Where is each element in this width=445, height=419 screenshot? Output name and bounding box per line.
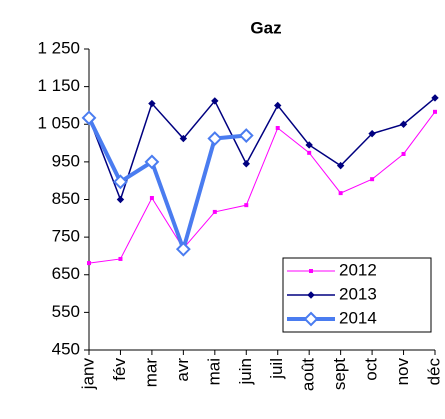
x-tick-label: juil — [267, 358, 286, 380]
x-tick-label: fév — [110, 358, 129, 381]
marker — [368, 129, 376, 138]
chart-title: Gaz — [250, 18, 281, 37]
series — [81, 110, 254, 257]
legend-label: 2014 — [339, 308, 377, 327]
series — [87, 109, 437, 266]
marker — [370, 177, 375, 182]
marker — [303, 311, 319, 327]
marker — [113, 174, 128, 190]
marker — [242, 160, 250, 168]
legend-label: 2013 — [339, 284, 377, 303]
y-tick-label: 950 — [52, 151, 80, 170]
marker — [274, 101, 282, 110]
x-tick-label: sept — [330, 358, 349, 390]
marker — [338, 191, 343, 196]
x-tick-label: juin — [236, 358, 255, 385]
y-tick-label: 550 — [52, 302, 80, 321]
marker — [116, 195, 125, 204]
marker — [211, 97, 219, 105]
x-tick-label: déc — [424, 358, 443, 386]
x-tick-label: oct — [362, 358, 381, 381]
marker — [149, 195, 154, 200]
series-line — [88, 111, 436, 264]
x-tick-label: mar — [141, 358, 160, 388]
marker — [87, 261, 91, 266]
legend-label: 2012 — [339, 260, 377, 279]
marker — [336, 161, 345, 170]
marker — [244, 203, 249, 208]
marker — [275, 126, 280, 131]
marker — [118, 256, 123, 261]
marker — [81, 110, 97, 126]
series-line — [88, 97, 436, 202]
marker — [433, 109, 437, 114]
marker — [399, 120, 408, 128]
y-tick-label: 1 250 — [37, 38, 80, 57]
marker — [401, 151, 406, 156]
marker — [144, 154, 160, 170]
marker — [431, 94, 439, 102]
marker — [175, 241, 191, 257]
marker — [309, 269, 313, 273]
marker — [307, 150, 312, 155]
x-tick-label: avr — [173, 358, 192, 382]
marker — [212, 209, 217, 214]
marker — [305, 141, 313, 149]
series-line — [87, 116, 247, 256]
x-tick-label: nov — [393, 358, 412, 386]
y-tick-label: 650 — [52, 264, 80, 283]
marker — [179, 134, 188, 143]
y-tick-label: 1 150 — [37, 76, 80, 95]
marker — [238, 128, 254, 143]
x-tick-label: mai — [204, 358, 223, 385]
x-tick-label: janv — [78, 358, 97, 391]
marker — [307, 291, 315, 299]
x-tick-label: août — [299, 358, 318, 391]
y-tick-label: 750 — [52, 227, 80, 246]
y-tick-label: 450 — [52, 339, 80, 358]
marker — [207, 131, 223, 146]
y-tick-label: 1 050 — [37, 114, 80, 133]
series — [85, 94, 439, 204]
marker — [148, 99, 156, 108]
y-tick-label: 850 — [52, 189, 80, 208]
